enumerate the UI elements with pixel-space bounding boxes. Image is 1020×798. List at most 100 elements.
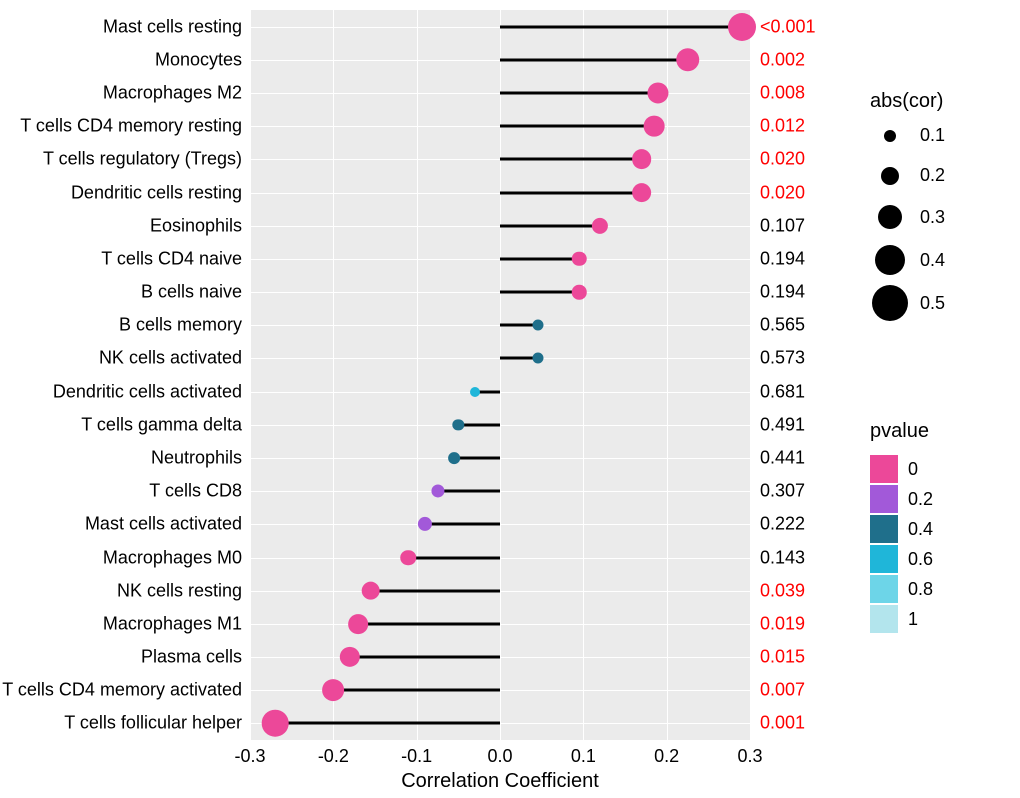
y-category-label: Plasma cells: [141, 647, 242, 668]
y-category-label: Neutrophils: [151, 447, 242, 468]
gridline-horizontal: [250, 458, 750, 459]
lollipop-stem: [500, 25, 742, 28]
legend-size-swatch: [875, 245, 905, 275]
y-category-label: NK cells activated: [99, 348, 242, 369]
x-tick-label: -0.2: [318, 746, 349, 767]
y-category-label: Monocytes: [155, 49, 242, 70]
pvalue-label: 0.039: [760, 580, 805, 601]
gridline-vertical: [667, 10, 668, 740]
legend-color-swatch: [870, 605, 898, 633]
legend-color-swatch: [870, 515, 898, 543]
lollipop-dot: [348, 614, 368, 634]
legend-size-item: 0.5: [870, 285, 945, 321]
legend-color-swatch: [870, 575, 898, 603]
lollipop-dot: [728, 13, 756, 41]
lollipop-stem: [425, 523, 500, 526]
y-category-label: Mast cells resting: [103, 16, 242, 37]
y-category-label: Dendritic cells activated: [53, 381, 242, 402]
legend-size-item: 0.1: [870, 125, 945, 146]
lollipop-stem: [500, 91, 658, 94]
pvalue-label: 0.441: [760, 447, 805, 468]
lollipop-stem: [275, 722, 500, 725]
legend-size-label: 0.3: [920, 207, 945, 228]
legend-size-label: 0.1: [920, 125, 945, 146]
y-category-label: T cells gamma delta: [81, 414, 242, 435]
pvalue-label: 0.015: [760, 647, 805, 668]
lollipop-dot: [322, 679, 344, 701]
lollipop-stem: [500, 125, 654, 128]
pvalue-label: 0.194: [760, 282, 805, 303]
legend-color-label: 0.4: [908, 519, 933, 540]
y-category-label: Macrophages M0: [103, 547, 242, 568]
y-category-label: T cells regulatory (Tregs): [43, 149, 242, 170]
legend-color-label: 0: [908, 459, 918, 480]
lollipop-stem: [408, 556, 500, 559]
y-category-label: B cells memory: [119, 315, 242, 336]
pvalue-label: 0.681: [760, 381, 805, 402]
y-category-label: Dendritic cells resting: [71, 182, 242, 203]
gridline-vertical: [250, 10, 251, 740]
pvalue-label: <0.001: [760, 16, 816, 37]
legend-color-item: 0.8: [870, 575, 933, 603]
lollipop-stem: [454, 456, 500, 459]
lollipop-dot: [644, 116, 665, 137]
lollipop-dot: [532, 353, 543, 364]
y-category-label: B cells naive: [141, 282, 242, 303]
gridline-vertical: [750, 10, 751, 740]
gridline-horizontal: [250, 524, 750, 525]
lollipop-dot: [401, 550, 417, 566]
y-category-label: T cells follicular helper: [64, 713, 242, 734]
legend-color-swatch: [870, 545, 898, 573]
legend-size-swatch: [881, 167, 899, 185]
pvalue-label: 0.107: [760, 215, 805, 236]
lollipop-stem: [350, 656, 500, 659]
lollipop-dot: [470, 387, 480, 397]
pvalue-label: 0.019: [760, 613, 805, 634]
lollipop-dot: [572, 252, 587, 267]
legend-color-swatch: [870, 485, 898, 513]
lollipop-stem: [500, 257, 579, 260]
y-category-label: Macrophages M2: [103, 82, 242, 103]
pvalue-label: 0.001: [760, 713, 805, 734]
gridline-vertical: [333, 10, 334, 740]
lollipop-dot: [532, 320, 543, 331]
lollipop-stem: [500, 191, 642, 194]
gridline-horizontal: [250, 425, 750, 426]
y-category-label: T cells CD4 memory resting: [20, 116, 242, 137]
y-category-label: Mast cells activated: [85, 514, 242, 535]
x-tick-label: 0.2: [654, 746, 679, 767]
y-category-label: T cells CD8: [149, 481, 242, 502]
legend-size-label: 0.5: [920, 293, 945, 314]
gridline-horizontal: [250, 624, 750, 625]
legend-color-item: 0.2: [870, 485, 933, 513]
lollipop-dot: [262, 710, 289, 737]
legend-size-item: 0.3: [870, 205, 945, 229]
pvalue-label: 0.002: [760, 49, 805, 70]
x-tick-label: -0.1: [401, 746, 432, 767]
gridline-horizontal: [250, 392, 750, 393]
lollipop-dot: [572, 285, 587, 300]
y-category-label: T cells CD4 memory activated: [2, 680, 242, 701]
legend-size-swatch: [878, 205, 902, 229]
legend-size-item: 0.2: [870, 165, 945, 186]
lollipop-stem: [500, 224, 600, 227]
pvalue-label: 0.565: [760, 315, 805, 336]
lollipop-stem: [438, 490, 501, 493]
legend-color-label: 1: [908, 609, 918, 630]
pvalue-label: 0.491: [760, 414, 805, 435]
lollipop-stem: [333, 689, 500, 692]
lollipop-dot: [648, 82, 669, 103]
legend-color-label: 0.8: [908, 579, 933, 600]
pvalue-label: 0.307: [760, 481, 805, 502]
gridline-vertical: [500, 10, 501, 740]
pvalue-label: 0.222: [760, 514, 805, 535]
legend-size-swatch: [884, 130, 896, 142]
lollipop-stem: [500, 291, 579, 294]
pvalue-label: 0.573: [760, 348, 805, 369]
legend-color-item: 1: [870, 605, 918, 633]
pvalue-label: 0.020: [760, 182, 805, 203]
gridline-horizontal: [250, 591, 750, 592]
gridline-vertical: [417, 10, 418, 740]
lollipop-stem: [371, 589, 500, 592]
legend-color-label: 0.6: [908, 549, 933, 570]
